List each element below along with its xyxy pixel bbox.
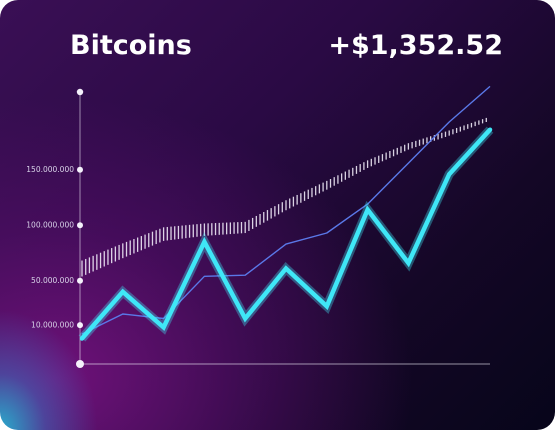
price-change: +$1,352.52 bbox=[328, 30, 503, 61]
y-axis-top-dot bbox=[76, 88, 84, 96]
y-tick-dot bbox=[77, 322, 83, 329]
y-tick-dot bbox=[77, 166, 83, 173]
y-tick-dot bbox=[77, 277, 83, 284]
y-tick-label: 10.000.000 bbox=[31, 321, 74, 330]
y-tick-label: 100.000.000 bbox=[26, 221, 74, 230]
origin-dot bbox=[76, 360, 84, 368]
y-tick-dot bbox=[77, 222, 83, 229]
y-tick-label: 50.000.000 bbox=[31, 276, 74, 285]
y-tick-label: 150.000.000 bbox=[26, 165, 74, 174]
chart-title: Bitcoins bbox=[70, 30, 192, 61]
band-series bbox=[81, 117, 487, 277]
primary-series-line bbox=[79, 127, 493, 341]
